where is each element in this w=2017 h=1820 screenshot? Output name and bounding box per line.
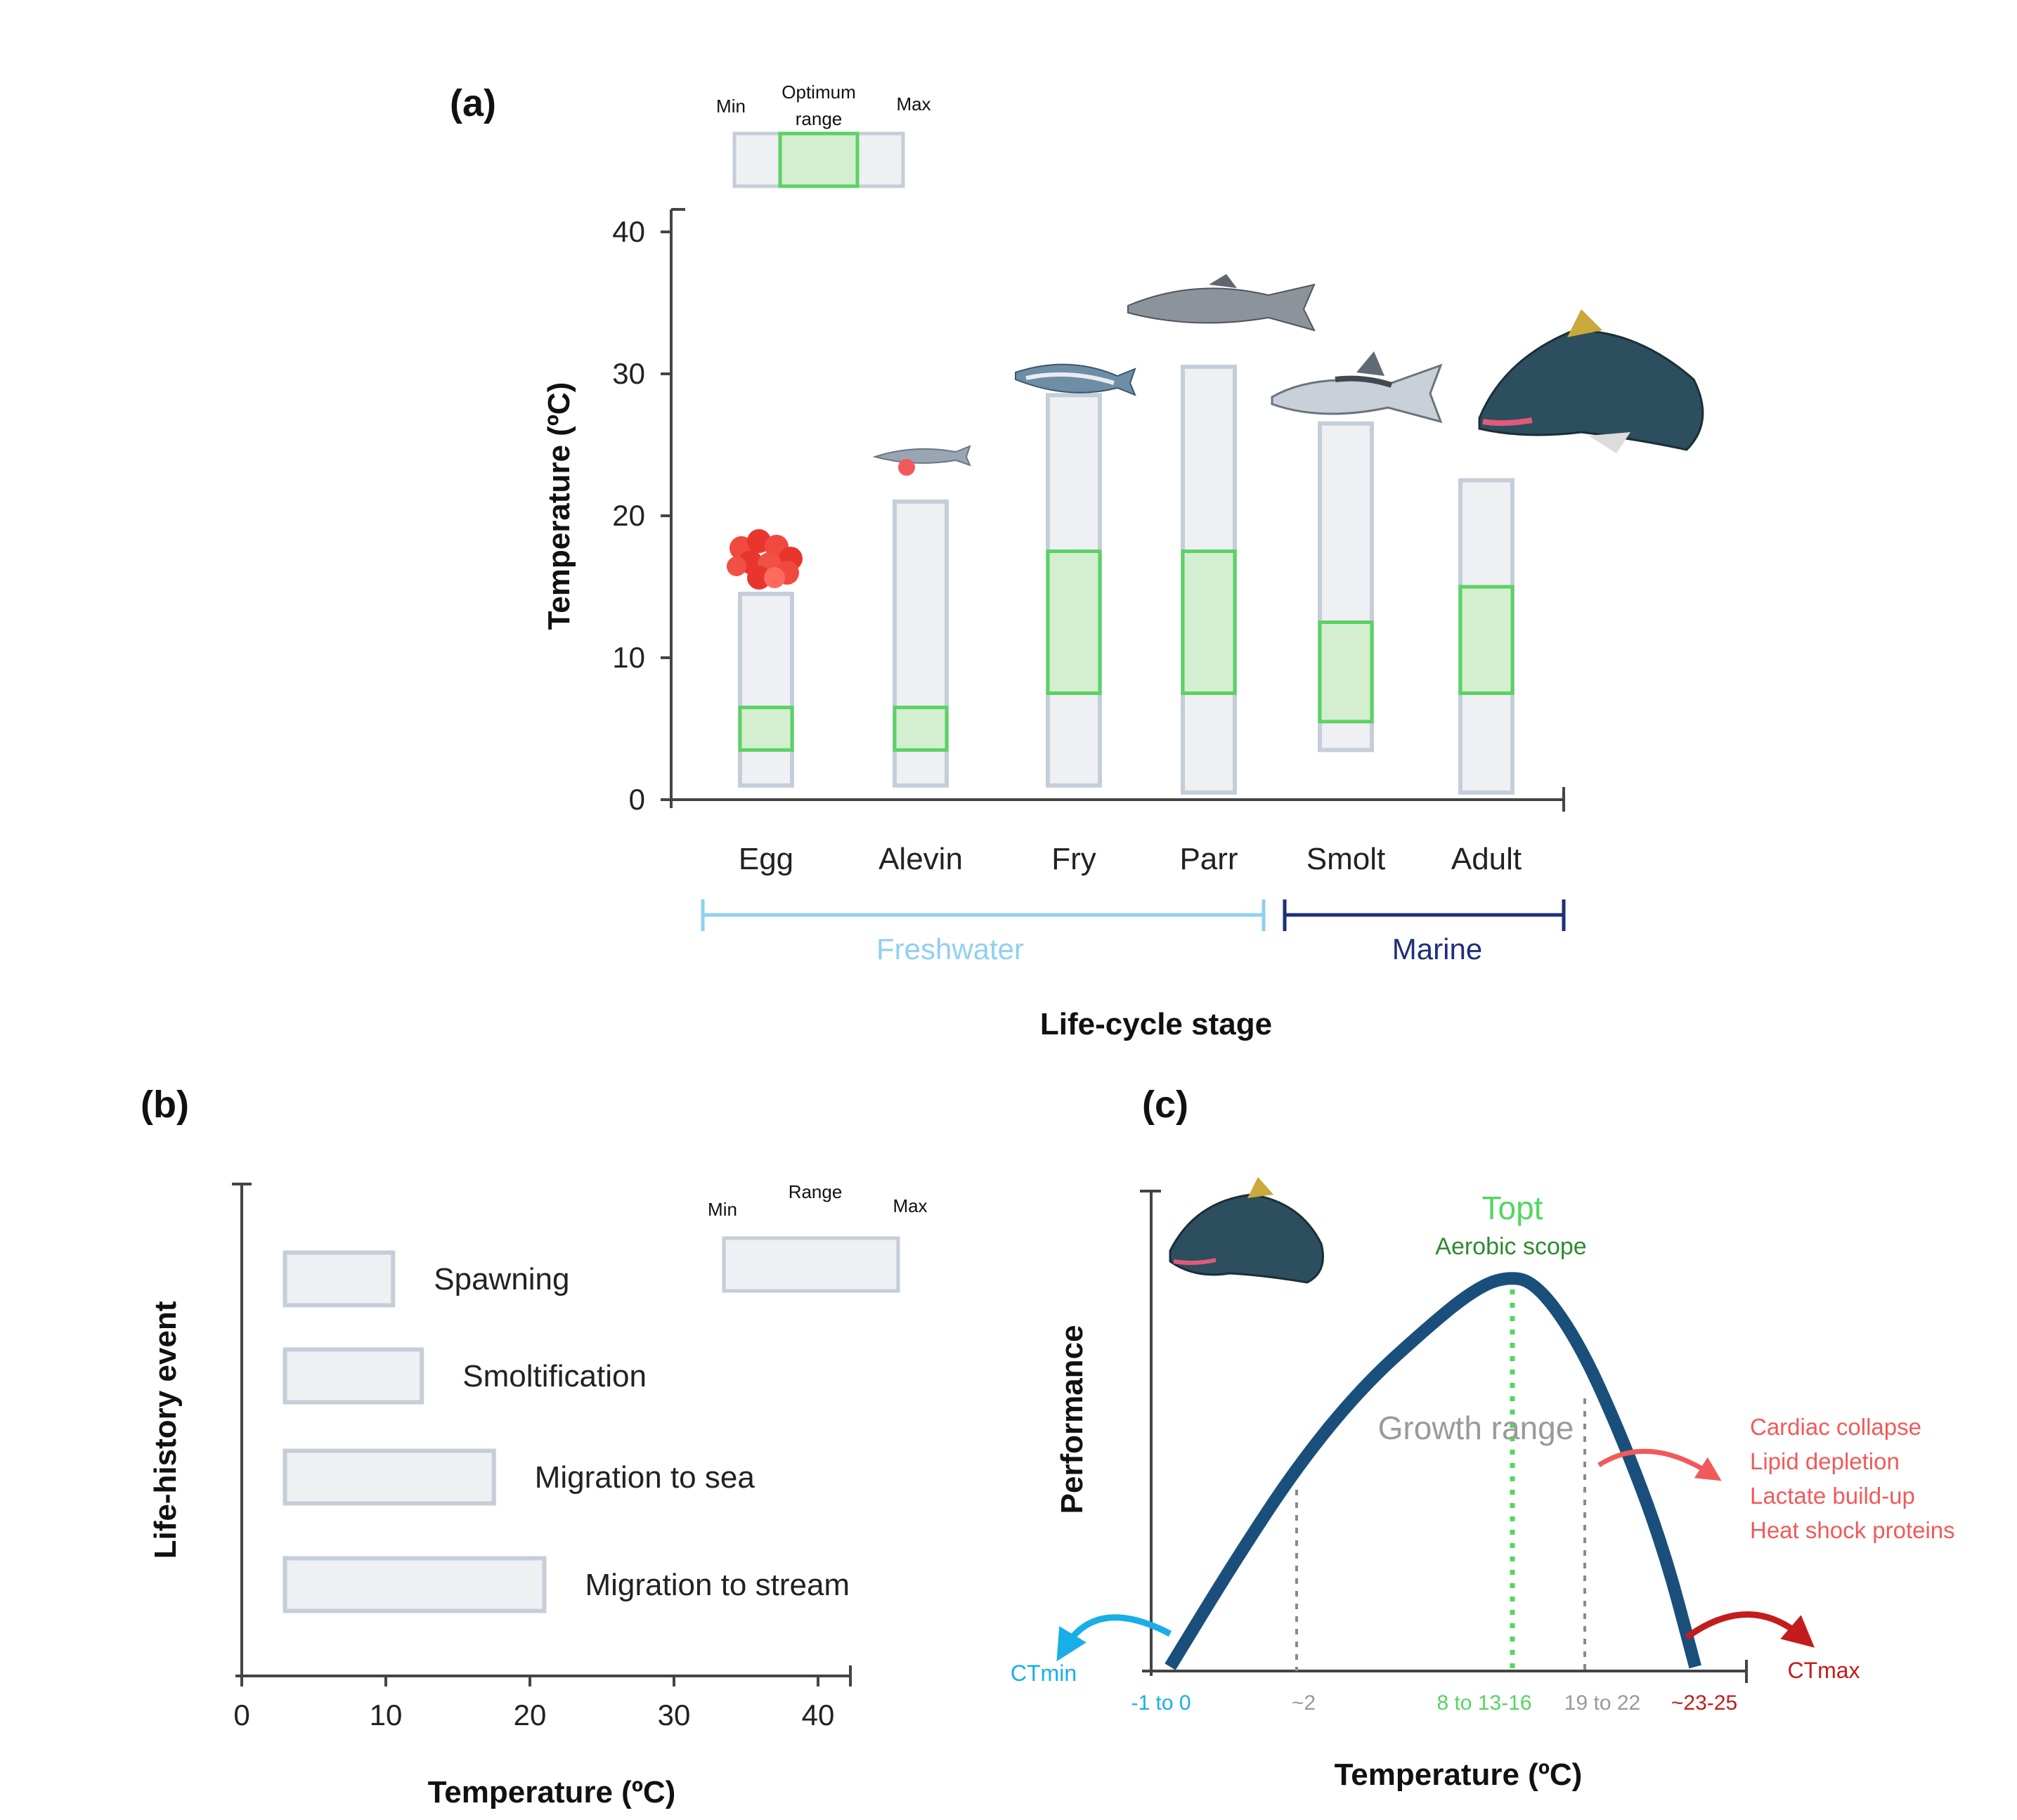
panel-c-guides <box>1295 1289 1586 1671</box>
x-marker-label: ~2 <box>1292 1691 1316 1715</box>
y-tick-label: 20 <box>612 499 645 532</box>
event-label: Migration to stream <box>585 1568 850 1602</box>
range-bar-egg <box>738 592 794 788</box>
panel-c-x-label: Temperature (ºC) <box>1335 1757 1583 1792</box>
panel-c-x-markers: -1 to 0 ~2 8 to 13-16 19 to 22 ~23-25 <box>1131 1691 1737 1715</box>
optimum-bar-smolt <box>1318 620 1374 724</box>
panel-c: (c) -1 to 0 ~2 8 to 13-16 19 to 22 ~23-25 To… <box>1011 1084 1955 1792</box>
x-marker-label: 8 to 13-16 <box>1436 1691 1531 1715</box>
y-tick-label: 10 <box>612 641 645 674</box>
legend-optimum-box <box>778 131 860 188</box>
y-tick-label: 0 <box>629 783 645 816</box>
panel-a: (a) Min Optimum range Max 0 10 20 30 40 Egg Al… <box>450 82 1704 1041</box>
growth-range-label: Growth range <box>1378 1410 1574 1446</box>
event-bar <box>283 1347 424 1405</box>
x-tick-label: 20 <box>514 1698 547 1731</box>
panel-a-y-label: Temperature (ºC) <box>542 382 576 630</box>
marine-label: Marine <box>1392 932 1482 966</box>
habitat-marine: Marine <box>1283 899 1566 966</box>
panel-a-categories: Egg Alevin Fry Parr Smolt Adult <box>739 842 1522 876</box>
optimum-bar-parr <box>1181 550 1237 695</box>
panel-c-title: (c) <box>1142 1084 1188 1126</box>
topt-label: Topt <box>1482 1190 1543 1226</box>
stress-item: Lipid depletion <box>1750 1448 1900 1474</box>
legend-b-range-label: Range <box>789 1181 843 1202</box>
legend-optimum-label: Optimum range <box>781 82 855 129</box>
panel-a-legend: Min Optimum range Max <box>716 82 931 188</box>
ctmax-arrow <box>1685 1611 1815 1648</box>
event-label: Smoltification <box>462 1359 647 1393</box>
x-marker-label: 19 to 22 <box>1564 1691 1640 1715</box>
panel-b-x-ticks: 0 10 20 30 40 <box>233 1665 852 1731</box>
ctmax-label: CTmax <box>1787 1658 1860 1683</box>
panel-b-x-label: Temperature (ºC) <box>428 1775 676 1809</box>
x-tick-label: 0 <box>233 1698 249 1731</box>
legend-b-min-label: Min <box>708 1199 737 1220</box>
x-marker-label: -1 to 0 <box>1131 1691 1191 1715</box>
freshwater-label: Freshwater <box>876 932 1024 966</box>
legend-min-label: Min <box>716 96 746 117</box>
panel-c-y-label: Performance <box>1055 1325 1089 1514</box>
ctmin-arrow <box>1056 1614 1172 1662</box>
event-bar <box>283 1448 496 1506</box>
category-label-fry: Fry <box>1051 842 1096 876</box>
category-label-parr: Parr <box>1179 842 1238 876</box>
event-label: Migration to sea <box>535 1460 755 1495</box>
category-label-adult: Adult <box>1451 842 1522 876</box>
smolt-icon <box>1271 351 1443 424</box>
panel-b-y-label: Life-history event <box>148 1301 183 1559</box>
stress-item: Heat shock proteins <box>1750 1517 1955 1543</box>
y-tick-label: 30 <box>612 357 645 390</box>
stress-arrow <box>1597 1448 1722 1481</box>
x-marker-label: ~23-25 <box>1671 1691 1737 1715</box>
category-label-alevin: Alevin <box>878 842 963 876</box>
alevin-icon <box>872 445 971 476</box>
optimum-bar-adult <box>1458 585 1515 695</box>
adult-salmon-icon <box>1478 309 1704 453</box>
y-tick-label: 40 <box>612 215 645 248</box>
panel-a-title: (a) <box>450 82 496 124</box>
event-label: Spawning <box>434 1262 569 1296</box>
category-label-egg: Egg <box>739 842 793 876</box>
aerobic-scope-label: Aerobic scope <box>1435 1233 1586 1260</box>
performance-curve <box>1165 1272 1701 1670</box>
x-tick-label: 40 <box>802 1698 835 1731</box>
legend-b-max-label: Max <box>893 1195 927 1216</box>
eggs-icon <box>727 529 803 590</box>
stress-item: Lactate build-up <box>1750 1483 1915 1509</box>
event-bar <box>283 1556 547 1613</box>
panel-b-legend: Min Range Max <box>708 1181 928 1293</box>
habitat-freshwater: Freshwater <box>701 899 1266 966</box>
panel-a-x-label: Life-cycle stage <box>1040 1007 1272 1041</box>
optimum-bar-alevin <box>893 706 949 752</box>
parr-icon <box>1127 274 1316 332</box>
panel-b-title: (b) <box>141 1084 189 1126</box>
panel-a-bars <box>738 364 1515 795</box>
adult-salmon-icon <box>1169 1177 1324 1284</box>
x-tick-label: 30 <box>658 1698 691 1731</box>
panel-b-bars: Spawning Smoltification Migration to sea Mi… <box>283 1250 850 1613</box>
fry-icon <box>1015 363 1136 396</box>
optimum-bar-fry <box>1046 550 1102 695</box>
category-label-smolt: Smolt <box>1306 842 1385 876</box>
event-bar <box>283 1250 396 1308</box>
stress-list: Cardiac collapse Lipid depletion Lactate… <box>1750 1414 1955 1543</box>
legend-max-label: Max <box>896 93 930 115</box>
panel-b: (b) 0 10 20 30 40 Spawning Smoltification Migr… <box>141 1084 928 1809</box>
panel-a-y-ticks: 0 10 20 30 40 <box>612 215 671 816</box>
ctmin-label: CTmin <box>1011 1660 1077 1686</box>
x-tick-label: 10 <box>370 1698 403 1731</box>
stress-item: Cardiac collapse <box>1750 1414 1921 1440</box>
optimum-bar-egg <box>738 706 794 752</box>
